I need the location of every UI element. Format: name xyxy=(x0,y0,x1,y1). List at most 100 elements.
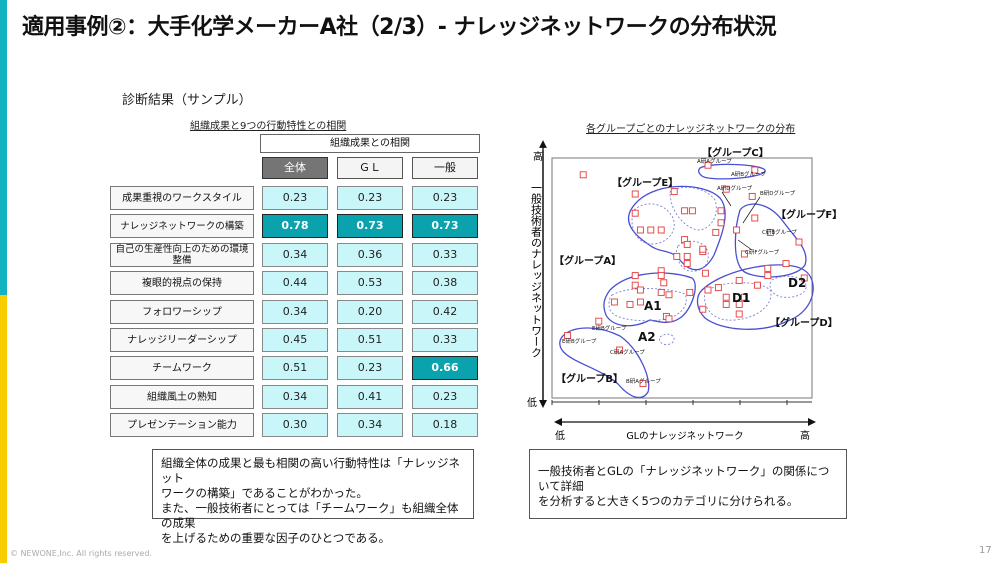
data-point xyxy=(673,252,681,260)
data-point xyxy=(683,252,691,260)
x-high-label: 高 xyxy=(800,429,810,442)
point-label: B研Dグループ xyxy=(760,189,796,197)
row-label: フォロワーシップ xyxy=(110,300,254,324)
data-points xyxy=(564,161,808,388)
table-cell: 0.23 xyxy=(412,186,478,210)
data-point xyxy=(764,272,772,280)
table-group-header: 組織成果との相関 xyxy=(260,134,480,153)
table-cell: 0.33 xyxy=(412,328,478,352)
point-label: E研Bグループ xyxy=(562,337,597,345)
finding-note-right: 一般技術者とGLの「ナレッジネットワーク」の関係について詳細 を分析すると大きく… xyxy=(529,449,847,519)
table-cell: 0.34 xyxy=(337,413,403,437)
data-point xyxy=(631,209,639,217)
data-point xyxy=(735,276,743,284)
point-label: A研Dグループ xyxy=(717,184,753,192)
table-cell: 0.23 xyxy=(412,385,478,409)
page-number: 17 xyxy=(979,545,992,556)
chart-title: 各グループごとのナレッジネットワークの分布 xyxy=(586,124,796,135)
data-point xyxy=(735,310,743,318)
leader-lines xyxy=(721,191,761,251)
data-point xyxy=(751,214,759,222)
data-point xyxy=(782,260,790,268)
data-point xyxy=(636,226,644,234)
data-point xyxy=(647,226,655,234)
data-point xyxy=(681,207,689,215)
data-point xyxy=(657,226,665,234)
x-arrow-left xyxy=(554,418,562,426)
data-point xyxy=(800,274,808,282)
y-high-label: 高 xyxy=(533,150,543,163)
table-cell: 0.51 xyxy=(337,328,403,352)
point-label: C研Fグループ xyxy=(745,248,780,256)
table-cell: 0.78 xyxy=(262,214,328,238)
point-label: C研Aグループ xyxy=(610,348,645,356)
table-cell: 0.41 xyxy=(337,385,403,409)
note-line: また、一般技術者にとっては「チームワーク」も組織全体の成果 xyxy=(161,501,459,530)
group-outlines xyxy=(559,163,814,399)
x-low-label: 低 xyxy=(555,429,565,442)
group-label-c: 【グループC】 xyxy=(702,146,769,159)
column-header-general: 一般 xyxy=(412,157,478,179)
x-axis-title: GLのナレッジネットワーク xyxy=(626,431,743,442)
table-cell: 0.73 xyxy=(412,214,478,238)
plot-frame xyxy=(551,157,813,399)
page-title: 適用事例②：大手化学メーカーA社（2/3）- ナレッジネットワークの分布状況 xyxy=(22,15,777,40)
row-label: 複眼的視点の保持 xyxy=(110,271,254,295)
data-point xyxy=(699,245,707,253)
data-point xyxy=(717,219,725,227)
note-line: 組織全体の成果と最も相関の高い行動特性は「ナレッジネット xyxy=(161,456,460,485)
subgroup-label-a1: A1 xyxy=(644,299,662,313)
data-point xyxy=(704,286,712,294)
data-point xyxy=(631,190,639,198)
data-point xyxy=(735,300,743,308)
table-cell: 0.66 xyxy=(412,356,478,380)
data-point xyxy=(626,300,634,308)
table-cell: 0.53 xyxy=(337,271,403,295)
data-point xyxy=(657,288,665,296)
data-point xyxy=(610,298,618,306)
data-point xyxy=(712,228,720,236)
finding-note-left: 組織全体の成果と最も相関の高い行動特性は「ナレッジネット ワークの構築」であるこ… xyxy=(152,449,474,545)
column-header-all: 全体 xyxy=(262,157,328,179)
point-label: E研Bグループ xyxy=(592,324,627,332)
data-point xyxy=(631,272,639,280)
table-cell: 0.30 xyxy=(262,413,328,437)
data-point xyxy=(704,161,712,169)
row-label: ナレッジネットワークの構築 xyxy=(110,214,254,238)
data-point xyxy=(564,332,572,340)
data-point xyxy=(733,226,741,234)
table-cell: 0.23 xyxy=(337,356,403,380)
note-line: 一般技術者とGLの「ナレッジネットワーク」の関係について詳細 xyxy=(538,464,830,493)
table-cell: 0.18 xyxy=(412,413,478,437)
row-label: ナレッジリーダーシップ xyxy=(110,328,254,352)
point-labels: A研Aグループ A研Bグループ A研Dグループ B研Dグループ C研Bグループ … xyxy=(562,157,797,385)
subgroup-label-d2: D2 xyxy=(788,276,806,290)
data-point xyxy=(722,293,730,301)
row-label: プレゼンテーション能力 xyxy=(110,413,254,437)
copyright-footer: © NEWONE,Inc. All rights reserved. xyxy=(10,549,152,558)
subgroup-labels: A1 A2 D1 D2 xyxy=(638,276,806,344)
table-cell: 0.34 xyxy=(262,243,328,267)
group-label-d: 【グループD】 xyxy=(770,316,838,329)
row-label: チームワーク xyxy=(110,356,254,380)
y-axis-title: 一般技術者のナレッジネットワーク xyxy=(530,182,543,358)
data-point xyxy=(688,207,696,215)
data-point xyxy=(748,192,756,200)
data-point xyxy=(766,228,774,236)
accent-bar-teal xyxy=(0,0,7,295)
data-point xyxy=(701,269,709,277)
data-point xyxy=(722,300,730,308)
data-point xyxy=(683,260,691,268)
data-point xyxy=(636,298,644,306)
data-point xyxy=(699,305,707,313)
table-cell: 0.23 xyxy=(337,186,403,210)
group-label-f: 【グループF】 xyxy=(776,208,840,221)
data-point xyxy=(636,286,644,294)
note-line: を分析すると大きく5つのカテゴリに分けられる。 xyxy=(538,494,799,508)
table-cell: 0.34 xyxy=(262,300,328,324)
point-label: C研Bグループ xyxy=(762,228,797,236)
data-point xyxy=(722,185,730,193)
data-point xyxy=(595,317,603,325)
note-line: を上げるための重要な因子のひとつである。 xyxy=(161,531,391,545)
data-point xyxy=(660,279,668,287)
